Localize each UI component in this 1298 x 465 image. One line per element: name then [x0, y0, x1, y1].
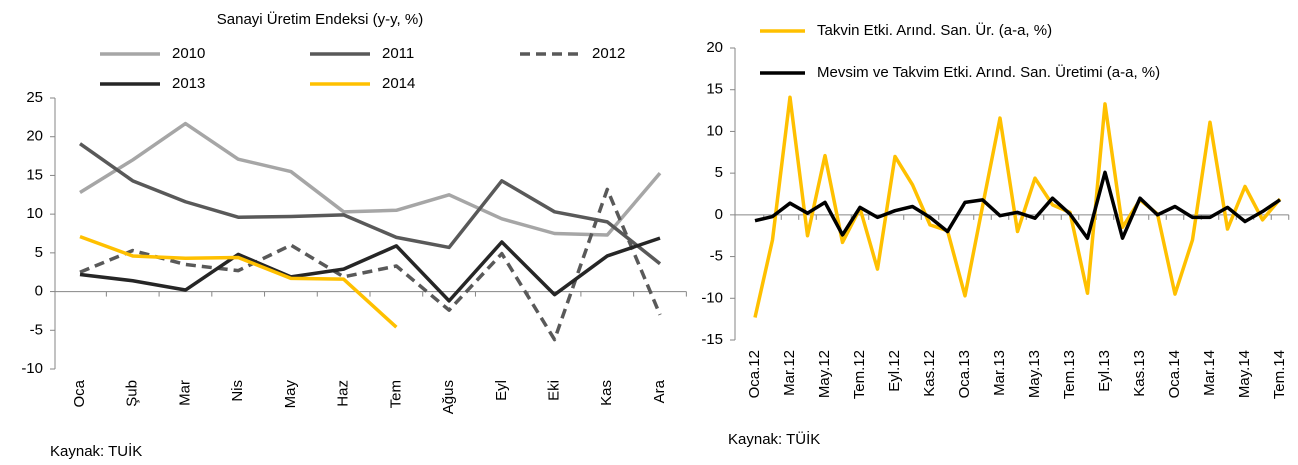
- x-tick-label: Kas.13: [1131, 350, 1148, 397]
- x-tick-label: Eyl.12: [886, 350, 903, 392]
- x-tick-label: Nis: [229, 380, 246, 402]
- y-tick-label: 0: [35, 283, 43, 300]
- y-tick-label: 25: [26, 89, 43, 106]
- x-tick-label: Ara: [651, 379, 668, 403]
- x-tick-label: Oca.12: [746, 350, 763, 398]
- x-tick-label: Eyl: [493, 380, 510, 401]
- series-line: [79, 236, 661, 303]
- x-tick-label: Eki: [546, 380, 563, 401]
- y-tick-label: -10: [21, 360, 43, 377]
- series-line: [753, 95, 1282, 318]
- x-tick-label: May.14: [1236, 350, 1253, 398]
- x-tick-label: May: [282, 380, 299, 409]
- y-tick-label: 20: [706, 39, 723, 56]
- legend-label: 2010: [172, 45, 205, 62]
- x-tick-label: May.13: [1026, 350, 1043, 398]
- source-note: Kaynak: TÜİK: [728, 430, 820, 448]
- source-note: Kaynak: TUİK: [50, 442, 142, 460]
- series-line: [754, 170, 1281, 240]
- x-tick-label: Oca.14: [1166, 350, 1183, 398]
- legend-label: Takvin Etki. Arınd. San. Ür. (a-a, %): [817, 21, 1052, 39]
- y-tick-label: -15: [701, 331, 723, 348]
- x-tick-label: Oca.13: [956, 350, 973, 398]
- y-tick-label: 0: [715, 206, 723, 223]
- y-tick-label: 10: [26, 205, 43, 222]
- x-tick-label: Mar.12: [781, 350, 798, 396]
- y-tick-label: 20: [26, 128, 43, 145]
- legend-label: 2013: [172, 75, 205, 92]
- y-tick-label: -5: [710, 248, 723, 265]
- y-tick-label: -5: [30, 321, 43, 338]
- x-tick-label: Haz: [335, 380, 352, 407]
- x-tick-label: Eyl.13: [1096, 350, 1113, 392]
- y-tick-label: -10: [701, 289, 723, 306]
- y-tick-label: 15: [26, 166, 43, 183]
- x-tick-label: Tem.12: [851, 350, 868, 399]
- legend-label: 2014: [382, 75, 415, 92]
- x-tick-label: Mar.13: [991, 350, 1008, 396]
- y-tick-label: 5: [715, 164, 723, 181]
- x-tick-label: May.12: [816, 350, 833, 398]
- x-tick-label: Ağus: [440, 380, 457, 414]
- series-line: [79, 121, 662, 237]
- x-tick-label: Kas: [598, 380, 615, 406]
- x-tick-label: Oca: [71, 379, 88, 407]
- series-line: [78, 142, 662, 266]
- series-line: [79, 234, 398, 329]
- y-tick-label: 5: [35, 244, 43, 261]
- x-tick-label: Tem: [387, 380, 404, 408]
- legend-label: 2012: [592, 45, 625, 62]
- series-line: [79, 187, 662, 342]
- x-tick-label: Tem.13: [1061, 350, 1078, 399]
- y-tick-label: 10: [706, 122, 723, 139]
- x-tick-label: Tem.14: [1271, 350, 1288, 399]
- legend-label: Mevsim ve Takvim Etki. Arınd. San. Üreti…: [817, 63, 1160, 81]
- chart-title: Sanayi Üretim Endeksi (y-y, %): [217, 10, 423, 28]
- x-tick-label: Şub: [124, 380, 141, 407]
- legend-label: 2011: [382, 45, 414, 62]
- x-tick-label: Mar: [176, 380, 193, 406]
- x-tick-label: Kas.12: [921, 350, 938, 397]
- x-tick-label: Mar.14: [1201, 350, 1218, 396]
- y-tick-label: 15: [706, 81, 723, 98]
